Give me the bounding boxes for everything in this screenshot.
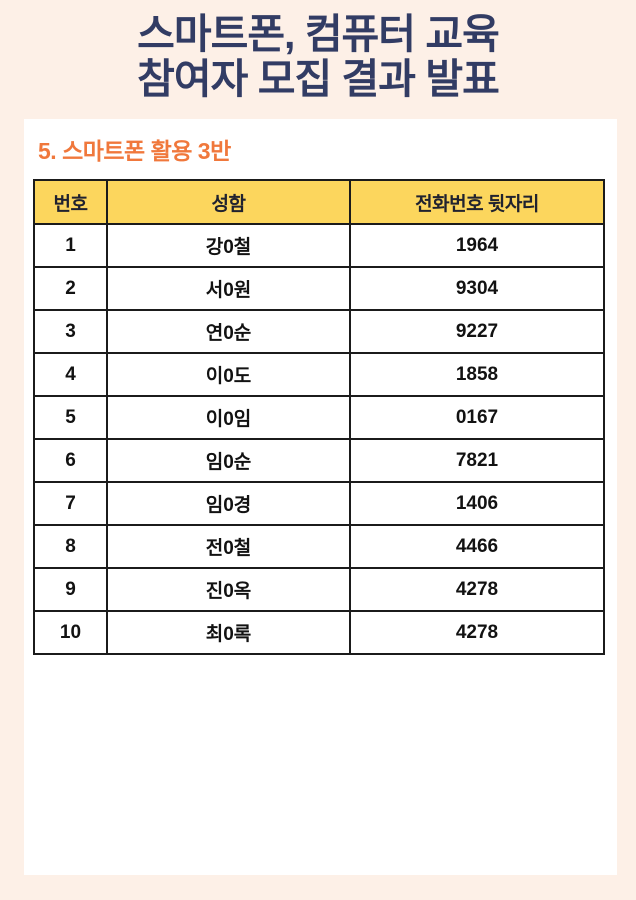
- cell-name: 이0임: [106, 395, 351, 440]
- cell-phone: 7821: [349, 438, 605, 483]
- table-header-row: 번호 성함 전화번호 뒷자리: [33, 179, 605, 225]
- cell-phone: 4278: [349, 610, 605, 655]
- page-title-line-2: 참여자 모집 결과 발표: [137, 56, 500, 102]
- cell-number: 3: [33, 309, 108, 354]
- cell-phone: 1964: [349, 223, 605, 268]
- cell-name: 서0원: [106, 266, 351, 311]
- table-row: 9 진0옥 4278: [33, 567, 605, 612]
- cell-number: 10: [33, 610, 108, 655]
- cell-number: 8: [33, 524, 108, 569]
- cell-phone: 9304: [349, 266, 605, 311]
- cell-phone: 1406: [349, 481, 605, 526]
- cell-name: 최0록: [106, 610, 351, 655]
- page-title-line-1: 스마트폰, 컴퓨터 교육: [137, 11, 500, 57]
- cell-phone: 9227: [349, 309, 605, 354]
- page-title: 스마트폰, 컴퓨터 교육 참여자 모집 결과 발표: [0, 0, 636, 102]
- results-table: 번호 성함 전화번호 뒷자리 1 강0철 1964 2 서0원 9304 3 연…: [33, 179, 605, 655]
- table-row: 3 연0순 9227: [33, 309, 605, 354]
- table-row: 4 이0도 1858: [33, 352, 605, 397]
- cell-phone: 0167: [349, 395, 605, 440]
- cell-name: 진0옥: [106, 567, 351, 612]
- table-row: 7 임0경 1406: [33, 481, 605, 526]
- table-row: 6 임0순 7821: [33, 438, 605, 483]
- cell-name: 강0철: [106, 223, 351, 268]
- header-cell-name: 성함: [106, 179, 351, 225]
- cell-number: 9: [33, 567, 108, 612]
- cell-name: 이0도: [106, 352, 351, 397]
- cell-number: 7: [33, 481, 108, 526]
- cell-phone: 1858: [349, 352, 605, 397]
- header-cell-phone: 전화번호 뒷자리: [349, 179, 605, 225]
- table-row: 8 전0철 4466: [33, 524, 605, 569]
- table-row: 5 이0임 0167: [33, 395, 605, 440]
- cell-name: 전0철: [106, 524, 351, 569]
- header-cell-number: 번호: [33, 179, 108, 225]
- cell-name: 임0경: [106, 481, 351, 526]
- cell-number: 4: [33, 352, 108, 397]
- content-card: 5. 스마트폰 활용 3반 번호 성함 전화번호 뒷자리 1 강0철 1964 …: [24, 119, 617, 875]
- table-row: 1 강0철 1964: [33, 223, 605, 268]
- cell-number: 6: [33, 438, 108, 483]
- section-title: 5. 스마트폰 활용 3반: [38, 138, 231, 164]
- cell-name: 임0순: [106, 438, 351, 483]
- cell-phone: 4278: [349, 567, 605, 612]
- cell-name: 연0순: [106, 309, 351, 354]
- table-row: 10 최0록 4278: [33, 610, 605, 655]
- cell-phone: 4466: [349, 524, 605, 569]
- cell-number: 5: [33, 395, 108, 440]
- cell-number: 1: [33, 223, 108, 268]
- cell-number: 2: [33, 266, 108, 311]
- table-row: 2 서0원 9304: [33, 266, 605, 311]
